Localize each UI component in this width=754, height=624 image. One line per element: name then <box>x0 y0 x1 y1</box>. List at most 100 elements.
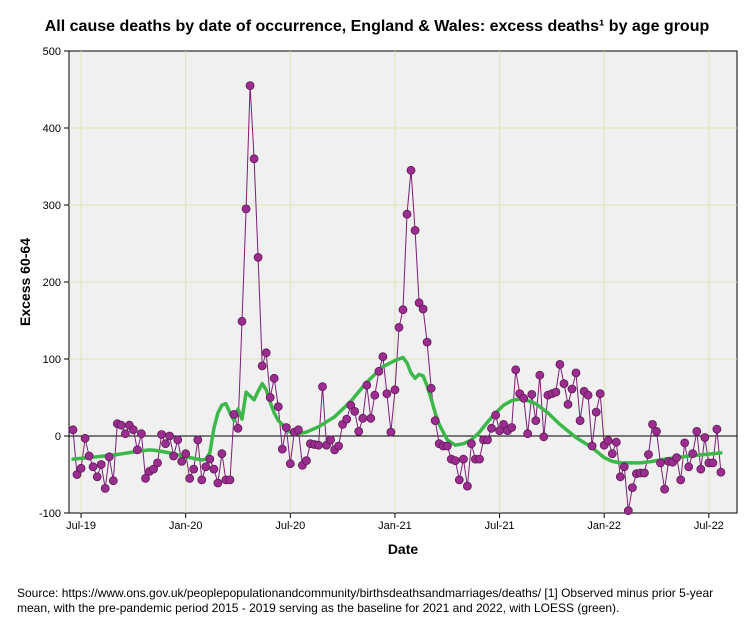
data-point <box>414 298 424 308</box>
data-point <box>676 475 686 485</box>
data-point <box>169 451 179 461</box>
data-point <box>189 464 199 474</box>
data-point <box>153 458 162 468</box>
data-point <box>181 449 191 459</box>
data-point <box>652 426 661 436</box>
data-point <box>108 476 118 486</box>
x-axis-label: Date <box>388 541 419 557</box>
data-point <box>595 389 605 399</box>
data-point <box>161 439 171 449</box>
data-point <box>571 368 581 378</box>
data-point <box>76 463 86 473</box>
data-point <box>430 416 440 426</box>
data-point <box>628 483 637 493</box>
data-point <box>301 456 311 466</box>
data-point <box>688 449 698 459</box>
data-point <box>422 337 432 347</box>
data-point <box>555 359 565 369</box>
data-point <box>213 478 223 488</box>
data-point <box>237 316 247 326</box>
data-point <box>149 464 158 474</box>
data-point <box>398 305 408 315</box>
series <box>68 81 726 516</box>
data-point <box>241 204 251 214</box>
data-point <box>696 464 706 474</box>
data-point <box>285 459 295 469</box>
y-tick-label: -100 <box>39 508 61 520</box>
data-point <box>475 454 484 464</box>
data-point <box>551 387 561 397</box>
data-point <box>680 438 690 448</box>
data-point <box>257 361 267 371</box>
data-point <box>84 451 94 461</box>
data-point <box>68 425 78 435</box>
data-point <box>583 390 593 400</box>
data-point <box>358 413 368 423</box>
x-tick-label: Jul-19 <box>66 520 96 532</box>
data-point <box>366 413 376 423</box>
data-point <box>273 402 283 412</box>
data-point <box>487 423 496 433</box>
data-point <box>116 420 126 430</box>
data-point <box>454 475 464 485</box>
data-point <box>587 441 597 451</box>
data-point <box>386 427 396 437</box>
x-tick-label: Jul-20 <box>275 520 305 532</box>
y-tick-label: 400 <box>43 123 61 135</box>
data-point <box>318 382 327 392</box>
data-point <box>523 429 533 439</box>
data-point <box>314 440 323 450</box>
y-tick-label: 100 <box>43 354 61 366</box>
data-point <box>72 470 82 479</box>
data-point <box>619 462 629 472</box>
data-point <box>157 430 167 439</box>
axes: -100 0 100 200 300 400 500 Jul-19 Jan-20 Jul-20 Ja… <box>39 46 737 532</box>
data-point <box>253 252 263 262</box>
data-point <box>450 456 460 466</box>
data-point <box>527 389 537 399</box>
chart-canvas: -100 0 100 200 300 400 500 Jul-19 Jan-20 Jul-20 Ja… <box>17 46 738 557</box>
data-point <box>539 432 549 442</box>
loess-line <box>71 355 723 465</box>
data-point <box>354 426 364 436</box>
x-tick-label: Jul-22 <box>694 520 724 532</box>
data-point <box>426 383 436 393</box>
data-point <box>531 416 541 426</box>
data-point <box>88 462 98 472</box>
data-point <box>716 467 726 477</box>
data-point <box>136 429 146 439</box>
data-point <box>269 373 279 383</box>
data-point <box>293 425 303 435</box>
data-point <box>442 441 452 451</box>
data-point <box>483 435 492 445</box>
data-point <box>607 449 617 459</box>
y-tick-label: 500 <box>43 46 61 58</box>
data-point <box>177 456 187 466</box>
data-point <box>382 389 392 399</box>
data-point <box>535 370 545 380</box>
data-point <box>378 352 388 362</box>
chart-title: All cause deaths by date of occurrence, … <box>44 18 710 35</box>
data-point <box>559 379 569 389</box>
data-point <box>410 225 420 235</box>
data-point <box>346 400 356 410</box>
data-point <box>462 481 472 491</box>
data-point <box>132 445 142 455</box>
data-point <box>165 431 175 441</box>
data-point <box>185 473 195 483</box>
data-point <box>623 506 633 516</box>
data-point <box>249 154 259 164</box>
data-point <box>591 407 601 417</box>
data-point <box>193 435 203 445</box>
data-point <box>519 393 529 403</box>
data-point <box>640 468 649 478</box>
data-point <box>225 475 235 485</box>
data-point <box>104 452 114 462</box>
data-point <box>692 426 702 436</box>
y-tick-label: 0 <box>55 431 61 443</box>
data-point <box>350 406 360 416</box>
data-point <box>217 449 227 459</box>
data-point <box>100 483 110 493</box>
data-point <box>491 410 501 420</box>
y-axis-label: Excess 60-64 <box>17 238 33 326</box>
